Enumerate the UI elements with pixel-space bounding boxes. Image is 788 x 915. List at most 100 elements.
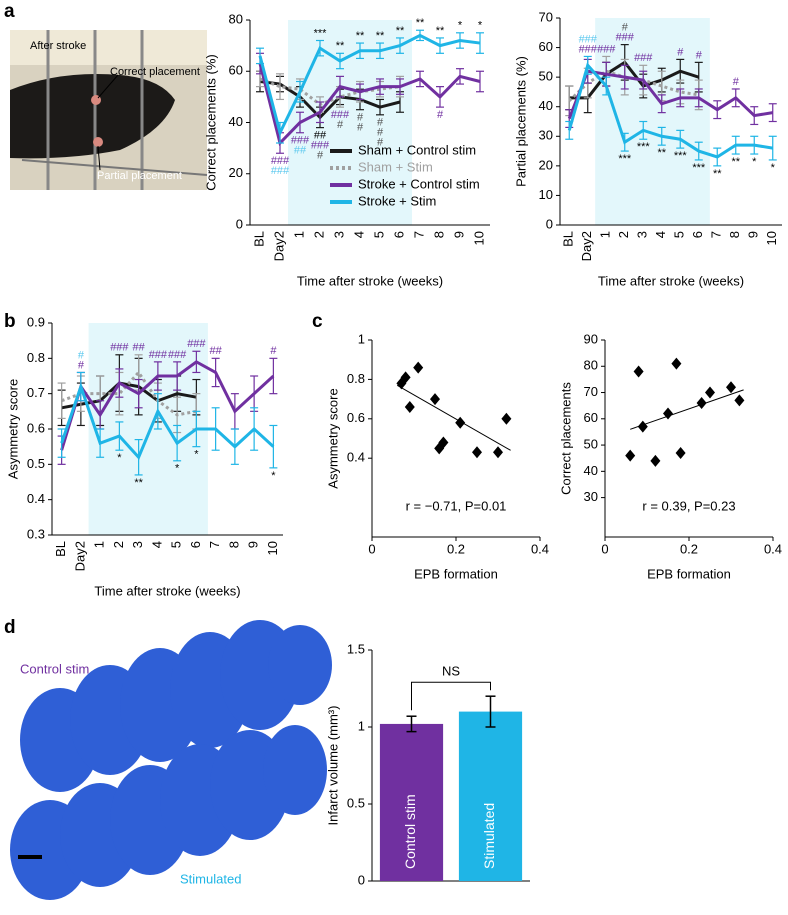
legend-label: Sham + Stim [358, 159, 433, 174]
significance-mark: * [771, 162, 776, 174]
significance-mark: *** [314, 27, 328, 39]
panel-label: c [312, 311, 323, 332]
series-line [60, 381, 275, 461]
photo-label: Partial placement [97, 170, 182, 182]
y-tick-label: 80 [584, 358, 598, 373]
x-tick-label: Day2 [579, 231, 594, 261]
y-axis-label: Asymmetry score [5, 379, 20, 479]
significance-mark: *** [674, 150, 688, 162]
x-tick-label: 10 [764, 231, 779, 245]
x-axis-label: Time after stroke (weeks) [598, 273, 744, 288]
x-tick-label: 3 [130, 541, 145, 548]
point [438, 436, 449, 449]
bar-label: Stimulated [481, 803, 497, 869]
panel-label: b [4, 311, 16, 332]
y-tick-label: 0.9 [27, 314, 45, 329]
y-tick-label: 40 [584, 463, 598, 478]
y-tick-label: 20 [229, 165, 243, 180]
significance-mark: # [677, 46, 684, 58]
x-tick-label: 9 [451, 231, 466, 238]
significance-mark: ### [271, 155, 290, 167]
y-tick-label: 0.6 [27, 420, 45, 435]
significance-mark: ## [314, 130, 327, 142]
significance-mark: ### [149, 349, 168, 361]
y-tick-label: 0.7 [27, 385, 45, 400]
point [625, 449, 636, 462]
y-tick-label: 0.6 [347, 410, 365, 425]
significance-mark: * [117, 452, 122, 464]
y-tick-label: 0.5 [347, 795, 365, 810]
series-line [567, 62, 773, 159]
stat-annotation: r = −0.71, P=0.01 [406, 498, 507, 513]
significance-mark: *** [618, 153, 632, 165]
point [400, 371, 411, 384]
significance-mark: ### [597, 43, 616, 55]
series-line [567, 69, 773, 120]
point [663, 407, 673, 420]
x-tick-label: 2 [616, 231, 631, 238]
legend-label: Stroke + Stim [358, 193, 436, 208]
y-tick-label: 50 [539, 69, 553, 84]
photo-label: Correct placement [110, 66, 200, 78]
significance-mark: ** [376, 30, 385, 42]
y-tick-label: 10 [539, 187, 553, 202]
significance-mark: * [458, 20, 463, 32]
significance-mark: *** [692, 162, 706, 174]
significance-mark: # [377, 117, 384, 129]
y-tick-label: 1 [358, 718, 365, 733]
point [705, 386, 715, 399]
significance-mark: # [437, 109, 444, 121]
panel-label: d [4, 617, 16, 638]
y-tick-label: 50 [584, 437, 598, 452]
shaded-region [88, 323, 208, 535]
x-tick-label: 0 [368, 541, 375, 556]
x-tick-label: 5 [169, 541, 184, 548]
bar [379, 723, 444, 881]
significance-mark: # [357, 122, 364, 134]
significance-mark: ### [291, 135, 310, 147]
y-tick-label: 0 [236, 216, 243, 231]
significance-mark: ** [731, 156, 740, 168]
significance-mark: * [175, 463, 180, 475]
shaded-region [288, 20, 412, 225]
significance-mark: * [752, 156, 757, 168]
x-tick-label: 6 [690, 231, 705, 238]
significance-mark: ** [416, 17, 425, 29]
significance-mark: # [270, 345, 277, 357]
image-label: Stimulated [180, 871, 241, 886]
photo: After stroke Correct placement Partial p… [10, 30, 208, 190]
y-tick-label: 0.4 [27, 491, 45, 506]
x-tick-label: 6 [391, 231, 406, 238]
x-tick-label: 9 [746, 231, 761, 238]
y-tick-label: 90 [584, 331, 598, 346]
y-tick-label: 30 [539, 128, 553, 143]
y-tick-label: 60 [539, 39, 553, 54]
y-tick-label: 60 [229, 63, 243, 78]
y-tick-label: 1.5 [347, 641, 365, 656]
x-tick-label: 10 [265, 541, 280, 555]
fit-line [396, 384, 511, 451]
significance-mark: ### [271, 165, 290, 177]
point [696, 397, 707, 410]
significance-mark: ### [187, 338, 206, 350]
significance-mark: ** [356, 30, 365, 42]
significance-mark: * [271, 470, 276, 482]
x-tick-label: 8 [727, 231, 742, 238]
x-axis-label: Time after stroke (weeks) [94, 583, 240, 598]
significance-mark: # [317, 150, 324, 162]
y-tick-label: 40 [229, 114, 243, 129]
significance-mark: * [194, 449, 199, 461]
significance-mark: # [337, 119, 344, 131]
significance-mark: ### [110, 342, 129, 354]
significance-mark: # [78, 359, 85, 371]
significance-mark: ** [336, 40, 345, 52]
y-tick-label: 60 [584, 410, 598, 425]
x-tick-label: 2 [111, 541, 126, 548]
photo-label: After stroke [30, 40, 86, 52]
x-tick-label: 8 [226, 541, 241, 548]
point [501, 412, 512, 425]
x-axis-label: EPB formation [647, 566, 731, 581]
histology-image: Control stim Stimulated [10, 620, 332, 900]
significance-mark: ** [396, 25, 405, 37]
x-tick-label: 0.4 [531, 541, 549, 556]
